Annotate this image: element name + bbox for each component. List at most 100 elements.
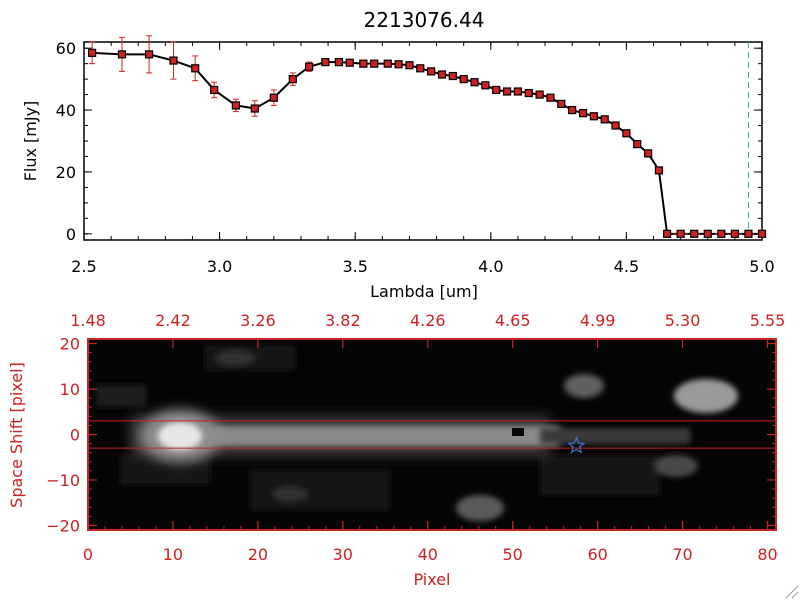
- spectral-trace-tail: [540, 428, 690, 444]
- corner-grip-line: [791, 591, 799, 599]
- data-point: [427, 67, 436, 76]
- corner-grip-line: [785, 585, 799, 599]
- data-point: [744, 229, 753, 238]
- data-point: [359, 59, 368, 68]
- data-point: [231, 101, 240, 110]
- bottom-x-axis-label: Pixel: [413, 570, 450, 589]
- top-wavelength-tick-label: 4.99: [580, 311, 616, 330]
- top-x-axis-label: Lambda [um]: [370, 282, 478, 301]
- data-point: [370, 59, 379, 68]
- top-wavelength-tick-label: 4.65: [495, 311, 531, 330]
- bottom-y-tick-label: −10: [46, 471, 80, 490]
- data-point: [394, 60, 403, 69]
- data-point: [383, 59, 392, 68]
- data-point: [250, 104, 259, 113]
- spectrum-plot: 2.5 3.0 3.5 4.0 4.5 5.0 0 20 40 60: [56, 35, 775, 276]
- data-point: [502, 87, 512, 96]
- data-point: [345, 58, 354, 67]
- data-point: [703, 229, 712, 238]
- data-point: [535, 90, 544, 99]
- top-x-tick-label: 3.0: [207, 257, 232, 276]
- data-point: [492, 85, 501, 95]
- data-point: [269, 93, 278, 102]
- data-point: [568, 105, 577, 115]
- star-marker: [567, 436, 586, 454]
- data-point: [757, 229, 767, 238]
- data-point: [633, 139, 642, 149]
- top-wavelength-tick-label: 1.48: [70, 311, 106, 330]
- speckle: [540, 455, 660, 495]
- data-point: [481, 81, 490, 90]
- blob-source: [654, 455, 698, 477]
- bottom-y-tick-label: 10: [60, 380, 80, 399]
- spectral-trace: [160, 426, 560, 446]
- image-content: [96, 345, 738, 521]
- data-point: [117, 50, 127, 59]
- speckle: [96, 385, 146, 407]
- data-point: [676, 229, 685, 238]
- bottom-x-tick-label: 20: [248, 545, 268, 564]
- top-y-tick-label: 40: [56, 101, 76, 120]
- blob-source: [456, 495, 504, 521]
- bottom-y-axis-label: Space Shift [pixel]: [7, 362, 26, 508]
- bottom-x-tick-label: 70: [672, 545, 692, 564]
- bottom-x-tick-label: 80: [757, 545, 777, 564]
- image-overlay: 0 10 20 30 40 50 60 70 80 1.48 2.42 3.26 3.82 4.26 4.6…: [46, 311, 785, 564]
- data-point: [470, 78, 479, 87]
- data-point: [459, 75, 468, 84]
- top-x-tick-label: 4.0: [478, 257, 503, 276]
- data-point: [654, 166, 664, 175]
- top-y-tick-label: 60: [56, 39, 76, 58]
- data-point: [405, 61, 414, 70]
- spectrum-line: [92, 51, 762, 235]
- top-y-tick-label: 0: [66, 225, 76, 244]
- data-point: [169, 56, 178, 65]
- data-point: [321, 58, 330, 67]
- bottom-x-tick-label: 40: [418, 545, 438, 564]
- top-y-tick-label: 20: [56, 163, 76, 182]
- blob-source: [674, 379, 738, 413]
- data-point: [546, 93, 555, 102]
- bottom-x-tick-label: 0: [83, 545, 93, 564]
- top-x-tick-label: 5.0: [749, 257, 774, 276]
- speckle: [250, 470, 390, 510]
- bottom-x-tick-label: 30: [333, 545, 353, 564]
- data-point: [589, 112, 598, 121]
- data-point: [557, 99, 566, 108]
- top-x-tick-label: 3.5: [342, 257, 367, 276]
- data-point: [578, 109, 588, 118]
- data-point: [191, 64, 200, 73]
- top-wavelength-tick-label: 2.42: [155, 311, 191, 330]
- top-x-tick-label: 2.5: [71, 257, 96, 276]
- bright-source: [158, 422, 202, 450]
- data-point: [600, 115, 609, 124]
- top-wavelength-tick-label: 3.82: [325, 311, 361, 330]
- data-point: [690, 229, 699, 238]
- top-wavelength-tick-label: 3.26: [240, 311, 276, 330]
- blob-source: [564, 374, 604, 398]
- data-point: [288, 75, 297, 84]
- blob-source: [272, 486, 308, 502]
- data-point: [622, 129, 631, 138]
- data-point: [717, 229, 726, 238]
- data-point: [334, 58, 344, 67]
- top-x-tick-label: 4.5: [614, 257, 639, 276]
- data-point: [437, 70, 447, 79]
- data-point: [524, 88, 533, 98]
- dark-notch: [512, 428, 524, 436]
- data-point: [416, 64, 425, 73]
- data-point: [88, 48, 97, 57]
- bottom-x-tick-label: 60: [587, 545, 607, 564]
- bottom-y-tick-label: 0: [70, 426, 80, 445]
- bottom-y-tick-label: −20: [46, 516, 80, 535]
- data-point: [730, 229, 739, 238]
- top-wavelength-tick-label: 5.55: [750, 311, 786, 330]
- data-point: [662, 229, 672, 238]
- blob-source: [215, 350, 255, 366]
- data-point: [144, 50, 154, 59]
- data-point: [513, 87, 523, 96]
- data-point: [643, 149, 653, 158]
- data-point: [210, 85, 219, 95]
